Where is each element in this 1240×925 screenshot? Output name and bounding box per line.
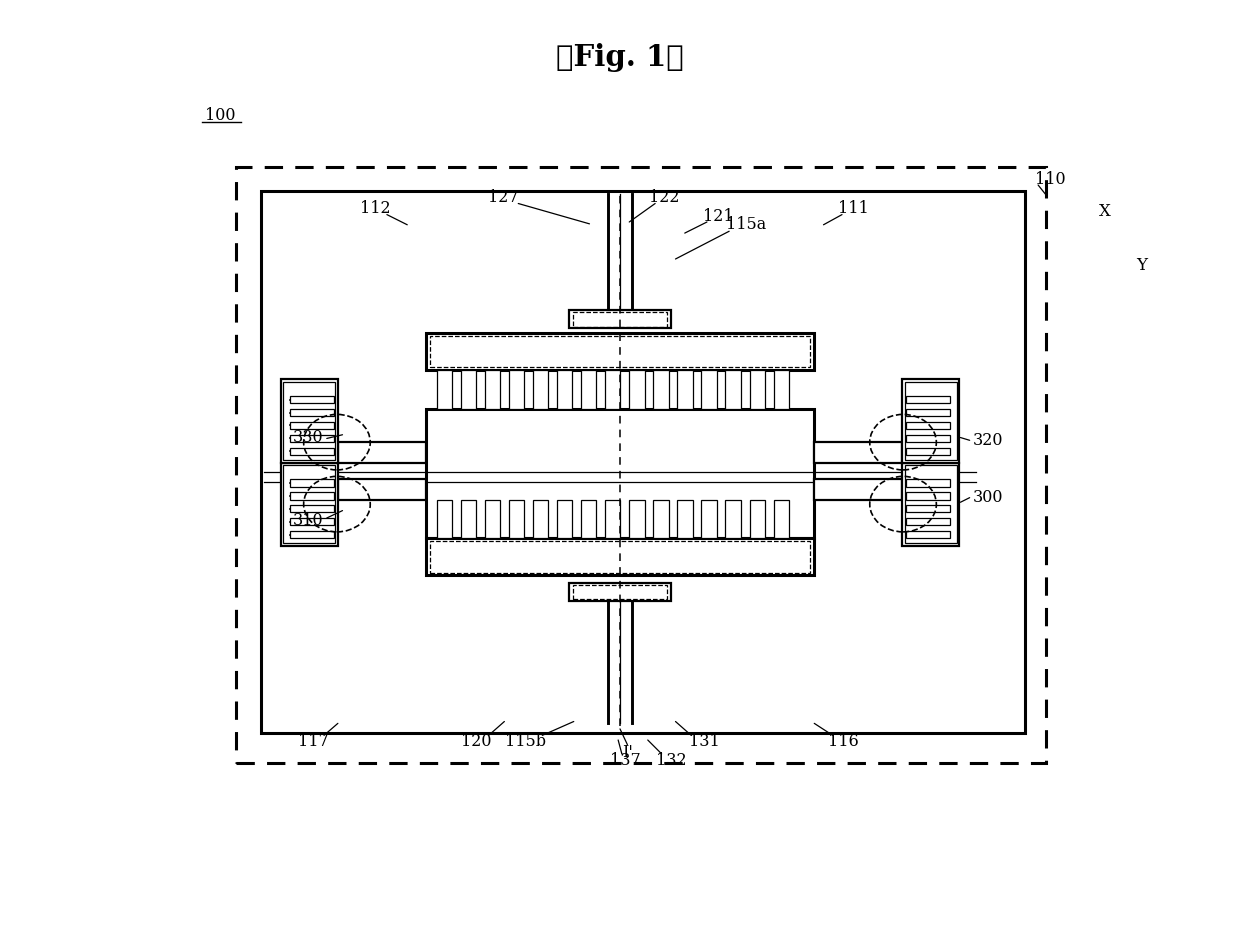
- Bar: [283, 465, 335, 543]
- Text: 115b: 115b: [505, 734, 546, 750]
- Text: 112: 112: [361, 200, 391, 216]
- Bar: [906, 505, 950, 512]
- Text: I': I': [622, 744, 632, 760]
- Text: 121: 121: [703, 208, 733, 225]
- Bar: [702, 500, 717, 538]
- Bar: [485, 500, 500, 538]
- Bar: [430, 336, 810, 367]
- Bar: [290, 448, 334, 455]
- Bar: [906, 396, 950, 403]
- Bar: [903, 379, 960, 462]
- Bar: [280, 462, 337, 546]
- Bar: [903, 462, 960, 546]
- Bar: [677, 370, 693, 409]
- Bar: [653, 370, 668, 409]
- Text: 127: 127: [489, 189, 518, 205]
- Text: 131: 131: [688, 734, 719, 750]
- Text: 117: 117: [298, 734, 329, 750]
- Bar: [236, 166, 1045, 763]
- Bar: [485, 370, 500, 409]
- Bar: [425, 538, 815, 575]
- Bar: [569, 310, 671, 328]
- Bar: [283, 382, 335, 460]
- Bar: [702, 370, 717, 409]
- Bar: [815, 479, 903, 500]
- Bar: [906, 422, 950, 429]
- Text: 116: 116: [828, 734, 859, 750]
- Bar: [436, 500, 453, 538]
- Bar: [290, 422, 334, 429]
- Text: 137: 137: [610, 752, 641, 769]
- Bar: [774, 370, 789, 409]
- Bar: [749, 370, 765, 409]
- Bar: [906, 479, 950, 487]
- Bar: [436, 370, 453, 409]
- Bar: [906, 492, 950, 500]
- Bar: [749, 500, 765, 538]
- Bar: [430, 541, 810, 573]
- Text: Y: Y: [1136, 257, 1147, 274]
- Bar: [290, 505, 334, 512]
- Bar: [461, 370, 476, 409]
- Bar: [582, 370, 596, 409]
- Bar: [557, 500, 573, 538]
- Bar: [557, 370, 573, 409]
- Bar: [653, 500, 668, 538]
- Bar: [725, 500, 740, 538]
- Text: 300: 300: [973, 489, 1003, 506]
- Bar: [290, 479, 334, 487]
- Bar: [905, 465, 957, 543]
- Text: 132: 132: [656, 752, 687, 769]
- Bar: [337, 479, 425, 500]
- Text: 330: 330: [293, 429, 324, 446]
- Bar: [290, 409, 334, 416]
- Bar: [629, 500, 645, 538]
- Bar: [508, 500, 525, 538]
- Text: X: X: [1099, 204, 1111, 220]
- Bar: [569, 583, 671, 601]
- Bar: [605, 500, 620, 538]
- Bar: [774, 500, 789, 538]
- Bar: [629, 370, 645, 409]
- Bar: [582, 500, 596, 538]
- Text: 【Fig. 1】: 【Fig. 1】: [556, 43, 684, 72]
- Bar: [815, 442, 903, 462]
- Bar: [290, 531, 334, 538]
- Bar: [533, 500, 548, 538]
- Bar: [906, 531, 950, 538]
- Bar: [677, 500, 693, 538]
- Text: 310: 310: [293, 512, 324, 529]
- Bar: [725, 370, 740, 409]
- Bar: [906, 448, 950, 455]
- Bar: [425, 333, 815, 370]
- Text: 100: 100: [205, 107, 236, 124]
- Bar: [906, 518, 950, 525]
- Bar: [906, 409, 950, 416]
- Bar: [290, 518, 334, 525]
- Text: 120: 120: [461, 734, 492, 750]
- Text: 111: 111: [838, 200, 868, 216]
- Bar: [905, 382, 957, 460]
- Bar: [573, 312, 667, 327]
- Bar: [337, 442, 425, 462]
- Text: 110: 110: [1035, 171, 1065, 188]
- Bar: [262, 191, 1025, 733]
- Text: 320: 320: [973, 432, 1003, 449]
- Bar: [906, 435, 950, 442]
- Bar: [573, 585, 667, 599]
- Bar: [290, 396, 334, 403]
- Bar: [425, 409, 815, 538]
- Text: 115a: 115a: [725, 216, 766, 233]
- Text: 122: 122: [650, 189, 680, 205]
- Bar: [290, 492, 334, 500]
- Bar: [290, 435, 334, 442]
- Bar: [461, 500, 476, 538]
- Bar: [533, 370, 548, 409]
- Bar: [605, 370, 620, 409]
- Bar: [280, 379, 337, 462]
- Bar: [508, 370, 525, 409]
